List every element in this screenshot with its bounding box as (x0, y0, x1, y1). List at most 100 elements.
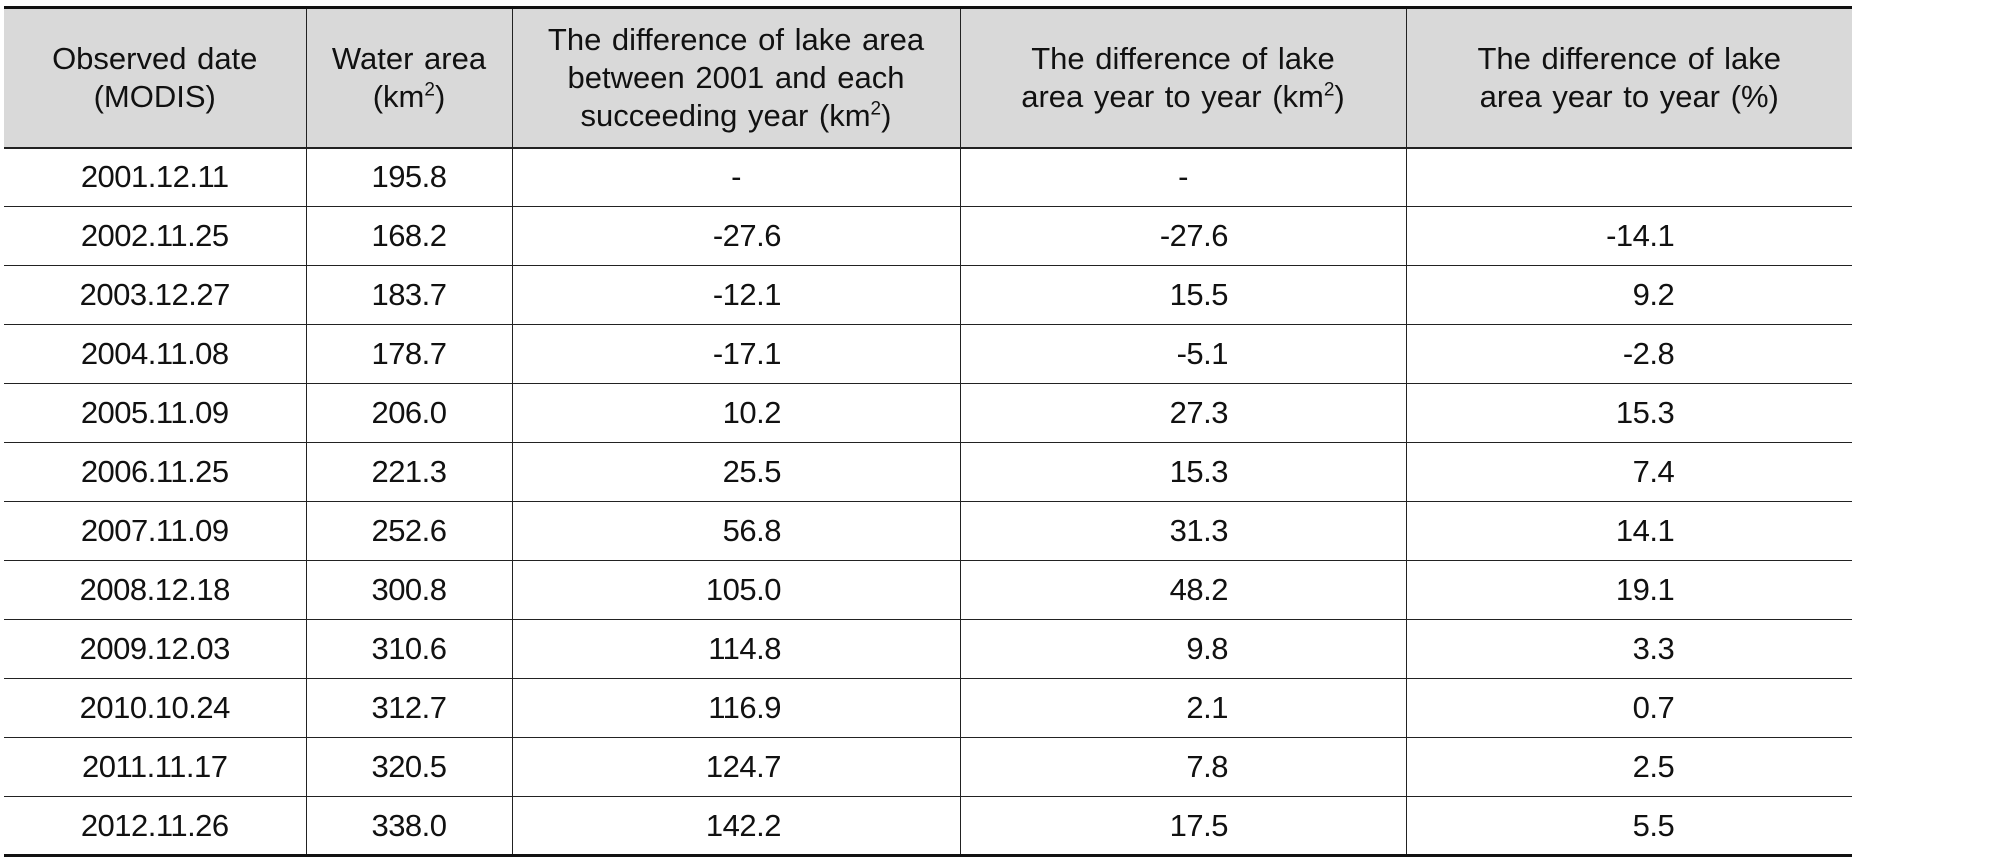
cell-diff-since-2001-value: -17.1 (712, 336, 782, 371)
header-water-area: Water area (km2) (305, 6, 513, 149)
cell-observed-date: 2005.11.09 (4, 383, 307, 443)
header-observed-date-line2: (MODIS) (93, 78, 216, 114)
cell-diff-since-2001: 116.9 (511, 678, 961, 738)
cell-water-area: 195.8 (305, 147, 513, 207)
table-row: 2001.12.11 195.8 - - (4, 147, 1852, 207)
cell-water-area: 338.0 (305, 796, 513, 857)
cell-observed-date-value: 2006.11.25 (80, 454, 229, 489)
cell-diff-since-2001: 56.8 (511, 501, 961, 561)
cell-diff-year-km2: 17.5 (959, 796, 1407, 857)
cell-observed-date: 2004.11.08 (4, 324, 307, 384)
cell-observed-date-value: 2008.12.18 (79, 572, 231, 607)
cell-water-area: 168.2 (305, 206, 513, 266)
header-observed-date: Observed date (MODIS) (4, 6, 307, 149)
lake-area-table: Observed date (MODIS) Water area (km2) T… (4, 6, 1852, 857)
cell-water-area-value: 206.0 (371, 395, 447, 430)
cell-observed-date-value: 2009.12.03 (79, 631, 231, 666)
cell-water-area-value: 195.8 (371, 159, 447, 195)
cell-diff-year-pct: 7.4 (1405, 442, 1852, 502)
cell-diff-year-pct-value: 0.7 (1632, 690, 1675, 725)
cell-observed-date: 2006.11.25 (4, 442, 307, 502)
cell-diff-year-pct-value: 14.1 (1615, 513, 1675, 548)
cell-diff-year-pct: 9.2 (1405, 265, 1852, 325)
cell-diff-year-pct-value: 15.3 (1615, 395, 1675, 430)
cell-diff-since-2001-value: 142.2 (705, 807, 782, 843)
cell-observed-date: 2002.11.25 (4, 206, 307, 266)
cell-water-area: 320.5 (305, 737, 513, 797)
header-diff-year-km2-line2: area year to year (km (1021, 78, 1324, 114)
cell-diff-year-pct-value: 5.5 (1632, 807, 1675, 843)
cell-diff-year-pct-value: 7.4 (1632, 454, 1675, 489)
header-diff-since-2001-close: ) (881, 97, 892, 133)
table-body: 2001.12.11 195.8 - - 2002.11.25 168.2 -27.6 -27… (4, 147, 1852, 857)
cell-diff-year-km2-value: 27.3 (1169, 395, 1229, 430)
cell-diff-since-2001: 142.2 (511, 796, 961, 857)
cell-diff-since-2001: 25.5 (511, 442, 961, 502)
cell-diff-year-km2: 48.2 (959, 560, 1407, 620)
header-diff-year-km2: The difference of lake area year to year… (959, 6, 1407, 149)
cell-diff-year-km2: - (959, 147, 1407, 207)
cell-diff-year-pct: 2.5 (1405, 737, 1852, 797)
cell-observed-date-value: 2003.12.27 (79, 277, 231, 312)
cell-water-area: 312.7 (305, 678, 513, 738)
cell-water-area: 206.0 (305, 383, 513, 443)
header-diff-year-km2-sup: 2 (1323, 79, 1335, 101)
cell-diff-since-2001: 114.8 (511, 619, 961, 679)
cell-diff-year-km2: 15.5 (959, 265, 1407, 325)
cell-diff-year-pct-value: -14.1 (1606, 218, 1675, 253)
cell-observed-date: 2003.12.27 (4, 265, 307, 325)
cell-diff-year-pct: 14.1 (1405, 501, 1852, 561)
cell-water-area-value: 300.8 (371, 572, 447, 607)
cell-diff-year-pct-value: -2.8 (1622, 336, 1675, 371)
cell-diff-year-pct: 5.5 (1405, 796, 1852, 857)
cell-diff-since-2001: 105.0 (511, 560, 961, 620)
cell-observed-date-value: 2002.11.25 (80, 218, 229, 253)
cell-water-area-value: 183.7 (371, 277, 447, 312)
cell-water-area: 310.6 (305, 619, 513, 679)
table-row: 2002.11.25 168.2 -27.6 -27.6 -14.1 (4, 206, 1852, 266)
cell-water-area-value: 178.7 (371, 336, 447, 371)
table-row: 2012.11.26 338.0 142.2 17.5 5.5 (4, 796, 1852, 857)
cell-observed-date: 2007.11.09 (4, 501, 307, 561)
cell-observed-date-value: 2007.11.09 (80, 513, 229, 548)
cell-observed-date: 2010.10.24 (4, 678, 307, 738)
cell-diff-year-km2-value: 15.3 (1169, 454, 1229, 489)
table-row: 2006.11.25 221.3 25.5 15.3 7.4 (4, 442, 1852, 502)
header-diff-year-km2-close: ) (1334, 78, 1345, 114)
cell-diff-since-2001: -27.6 (511, 206, 961, 266)
header-water-area-unit-close: ) (434, 78, 446, 114)
table-row: 2011.11.17 320.5 124.7 7.8 2.5 (4, 737, 1852, 797)
cell-diff-year-pct-value: 9.2 (1632, 277, 1675, 312)
cell-diff-since-2001-value: 114.8 (708, 631, 781, 666)
cell-diff-year-km2: -5.1 (959, 324, 1407, 384)
cell-diff-since-2001-value: 10.2 (722, 395, 782, 430)
header-diff-year-pct: The difference of lake area year to year… (1405, 6, 1852, 149)
cell-diff-year-pct: 3.3 (1405, 619, 1852, 679)
cell-water-area: 183.7 (305, 265, 513, 325)
cell-diff-year-pct-value: 3.3 (1632, 631, 1675, 666)
table-row: 2008.12.18 300.8 105.0 48.2 19.1 (4, 560, 1852, 620)
cell-water-area: 221.3 (305, 442, 513, 502)
cell-diff-year-km2-value: 17.5 (1169, 807, 1229, 843)
cell-diff-year-km2-value: 9.8 (1186, 631, 1228, 666)
cell-water-area-value: 221.3 (371, 454, 447, 489)
cell-observed-date-value: 2005.11.09 (80, 395, 229, 430)
header-water-area-unit-sup: 2 (424, 79, 435, 101)
header-diff-since-2001: The difference of lake area between 2001… (511, 6, 961, 149)
cell-observed-date-value: 2010.10.24 (79, 690, 231, 725)
cell-diff-year-km2: 27.3 (959, 383, 1407, 443)
cell-diff-since-2001-value: - (731, 159, 741, 195)
cell-diff-since-2001: - (511, 147, 961, 207)
cell-diff-since-2001-value: 25.5 (722, 454, 782, 489)
cell-diff-year-pct-value: 19.1 (1615, 572, 1675, 607)
table-row: 2003.12.27 183.7 -12.1 15.5 9.2 (4, 265, 1852, 325)
cell-water-area: 178.7 (305, 324, 513, 384)
header-diff-year-pct-line1: The difference of lake (1477, 40, 1782, 76)
header-observed-date-line1: Observed date (52, 40, 258, 76)
cell-diff-year-km2: 15.3 (959, 442, 1407, 502)
header-row: Observed date (MODIS) Water area (km2) T… (4, 6, 1852, 149)
cell-diff-since-2001-value: 105.0 (705, 572, 782, 607)
table-row: 2007.11.09 252.6 56.8 31.3 14.1 (4, 501, 1852, 561)
cell-diff-year-km2-value: 15.5 (1169, 277, 1229, 312)
table-row: 2010.10.24 312.7 116.9 2.1 0.7 (4, 678, 1852, 738)
